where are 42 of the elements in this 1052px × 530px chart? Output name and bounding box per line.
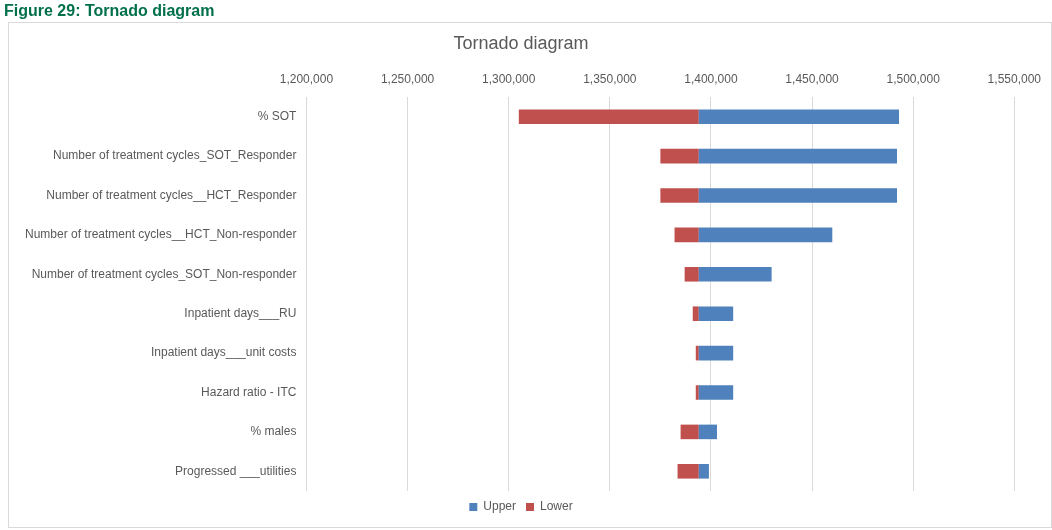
bar [698,345,734,361]
x-tick-label: 1,250,000 [380,72,435,87]
bar [695,345,699,361]
bar [698,267,772,282]
y-tick-label: Progressed ___utilities [175,463,297,478]
y-tick-label: Hazard ratio - ITC [201,384,297,399]
bar [677,464,699,479]
bar [674,227,699,243]
bar [698,464,709,479]
legend-label: Lower [540,499,573,514]
y-tick-label: Number of treatment cycles__HCT_Responder [46,187,297,202]
y-tick-label: Inpatient days___RU [184,306,297,321]
bar [660,148,699,164]
bar [698,109,900,124]
x-tick-label: 1,450,000 [785,72,840,87]
y-tick-label: % males [250,424,297,439]
bar [698,148,898,164]
bar [698,424,718,440]
bar [684,267,699,282]
x-tick-label: 1,550,000 [987,72,1042,87]
x-tick-label: 1,350,000 [583,72,637,87]
bar [695,385,699,400]
x-tick-label: 1,500,000 [886,72,941,87]
x-tick-label: 1,300,000 [482,72,536,87]
bar [692,306,699,321]
legend-label: Upper [483,499,516,514]
y-tick-label: % SOT [257,109,298,124]
bar [698,188,898,203]
bar [680,424,699,440]
y-tick-label: Number of treatment cycles__HCT_Non-responder [24,227,297,242]
x-tick-label: 1,400,000 [684,72,738,87]
y-tick-label: Number of treatment cycles_SOT_Non-responder [31,266,297,281]
bar [698,306,734,321]
chart-title: Tornado diagram [453,32,589,53]
y-tick-label: Number of treatment cycles_SOT_Responder [52,148,297,163]
bar [698,227,833,243]
y-tick-label: Inpatient days___unit costs [151,345,297,360]
caption: Figure 29: Tornado diagram [3,1,216,21]
x-tick-label: 1,200,000 [279,72,334,87]
bar [698,385,734,400]
bar [660,188,699,203]
bar [518,109,699,124]
